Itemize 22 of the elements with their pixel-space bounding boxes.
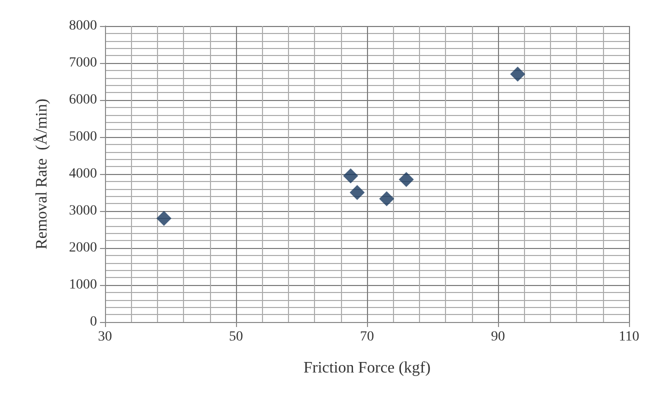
y-tick-label: 1000 [69,278,97,292]
point [156,210,172,226]
y-tick-label: 8000 [69,18,97,34]
point [350,185,365,200]
x-tick-label: 90 [491,330,505,344]
x-tick-label: 70 [360,330,374,344]
y-tick-label: 0 [90,314,97,330]
x-axis-title: Friction Force (kgf) [303,360,431,376]
point [343,168,358,184]
point [398,172,414,188]
y-tick-label: 2000 [69,240,97,256]
y-tick-label: 5000 [69,130,97,144]
y-tick-label: 7000 [69,56,97,70]
y-tick-label: 4000 [69,166,97,182]
y-tick-label: 3000 [69,204,97,218]
x-tick-label: 30 [98,330,112,344]
x-tick-label: 110 [618,330,640,344]
y-axis-title: Removal Rate (Å/min) [32,98,50,250]
x-tick-label: 50 [229,330,243,344]
y-tick-label: 6000 [69,92,97,108]
point [510,66,526,82]
point [379,191,394,206]
